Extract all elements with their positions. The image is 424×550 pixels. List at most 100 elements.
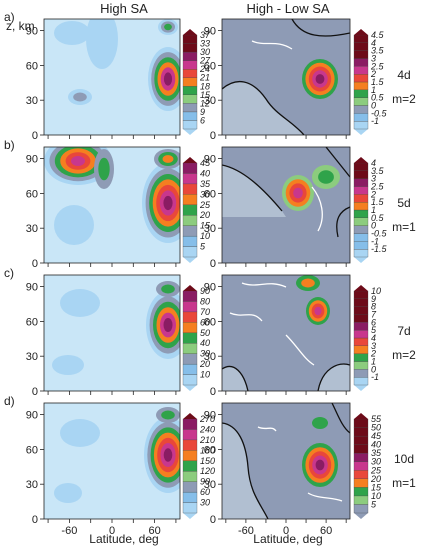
contour-fill bbox=[54, 483, 82, 503]
period-label: 4d bbox=[397, 68, 410, 82]
colorbar-tick-label: 45 bbox=[200, 158, 211, 168]
colorbar-extend-high bbox=[183, 285, 197, 291]
colorbar-swatch bbox=[353, 162, 369, 171]
colorbar-swatch bbox=[353, 249, 369, 258]
period-label: 5d bbox=[397, 196, 410, 210]
white-contour-line bbox=[229, 312, 263, 322]
colorbar-tick-label: 0.5 bbox=[371, 213, 385, 223]
colorbar-tick-label: 27 bbox=[199, 56, 211, 66]
colorbar-tick-label: -1 bbox=[371, 236, 379, 246]
y-tick-label: 30 bbox=[26, 351, 38, 363]
zero-contour-line bbox=[222, 80, 305, 135]
colorbar-tick-label: 60 bbox=[200, 487, 210, 497]
colorbar-extend-high bbox=[354, 157, 368, 163]
colorbar-tick-label: 0 bbox=[371, 101, 376, 111]
colorbar-swatch bbox=[182, 460, 198, 472]
colorbar-swatch bbox=[353, 81, 369, 90]
colorbar-swatch bbox=[353, 487, 369, 497]
colorbar-extend-low bbox=[354, 129, 368, 135]
colorbar-tick-label: 4 bbox=[371, 158, 376, 168]
colorbar-tick-label: 30 bbox=[371, 457, 381, 467]
colorbar-swatch bbox=[182, 481, 198, 493]
zero-contour-line bbox=[336, 206, 350, 238]
colorbar-tick-label: -1 bbox=[371, 372, 379, 382]
colorbar: -1-0.500.511.522.533.544.5 bbox=[353, 29, 388, 135]
colorbar-tick-label: 240 bbox=[199, 424, 215, 434]
panel-b: b)0306090510152025303540450306090-1.5-1-… bbox=[4, 138, 416, 270]
left-contours bbox=[54, 407, 180, 503]
colorbar-tick-label: -0.5 bbox=[371, 108, 388, 118]
y-tick-label: 90 bbox=[26, 410, 38, 422]
colorbar-tick-label: 8 bbox=[371, 302, 376, 312]
colorbar-swatch bbox=[182, 246, 198, 258]
colorbar-swatch bbox=[353, 34, 369, 43]
y-tick-label: 60 bbox=[26, 60, 38, 72]
colorbar-tick-label: 40 bbox=[371, 440, 381, 450]
colorbar-swatch bbox=[353, 306, 369, 315]
colorbar-swatch bbox=[182, 86, 198, 95]
colorbar-tick-label: -0.5 bbox=[371, 229, 388, 239]
colorbar-tick-label: 15 bbox=[200, 90, 211, 100]
panel-letter: a) bbox=[4, 10, 15, 24]
colorbar-swatch bbox=[182, 374, 198, 386]
colorbar-tick-label: 270 bbox=[199, 414, 215, 424]
y-tick-label: 60 bbox=[26, 188, 38, 200]
zero-contour-line bbox=[331, 403, 350, 434]
colorbar-tick-label: 2.5 bbox=[370, 182, 385, 192]
colorbar-extend-low bbox=[354, 513, 368, 519]
contour-lines bbox=[222, 147, 350, 238]
left-contours bbox=[44, 147, 180, 245]
colorbar-tick-label: 1.5 bbox=[371, 77, 385, 87]
colorbar-swatch bbox=[353, 478, 369, 488]
colorbar-tick-label: 2 bbox=[370, 189, 376, 199]
colorbar-swatch bbox=[353, 330, 369, 339]
left-heatmap: 0 30 60 90 bbox=[26, 18, 181, 142]
colorbar-tick-label: 25 bbox=[199, 200, 211, 210]
colorbar-extend-high bbox=[354, 285, 368, 291]
y-tick-label: 90 bbox=[204, 410, 216, 422]
contour-fill bbox=[312, 417, 328, 429]
colorbar-tick-label: 30 bbox=[200, 349, 210, 359]
colorbar-tick-label: 33 bbox=[200, 39, 210, 49]
contour-lines bbox=[222, 403, 350, 519]
right-column-title: High - Low SA bbox=[246, 1, 329, 16]
colorbar-extend-low bbox=[183, 257, 197, 263]
shaded-region bbox=[222, 81, 304, 135]
colorbar-swatch bbox=[353, 58, 369, 67]
colorbar-tick-label: 9 bbox=[371, 294, 376, 304]
colorbar-tick-label: 10 bbox=[200, 370, 210, 380]
colorbar-tick-label: -1.5 bbox=[371, 244, 388, 254]
colorbar-swatch bbox=[182, 363, 198, 375]
y-tick-label: 90 bbox=[204, 282, 216, 294]
colorbar-tick-label: 4 bbox=[371, 38, 376, 48]
panel-a: a)0306090691215182124273033370306090-1-0… bbox=[4, 10, 416, 142]
left-contours bbox=[54, 19, 180, 111]
y-tick-label: 30 bbox=[204, 479, 216, 491]
right-heatmap: 0 30 60 90 bbox=[204, 402, 351, 526]
colorbar-tick-label: 4.5 bbox=[371, 30, 385, 40]
contour-fill bbox=[301, 278, 315, 288]
colorbar-tick-label: 7 bbox=[371, 310, 377, 320]
colorbar-tick-label: 9 bbox=[200, 107, 205, 117]
colorbar-swatch bbox=[353, 121, 369, 130]
colorbar-swatch bbox=[353, 345, 369, 354]
contour-lines bbox=[222, 282, 350, 391]
colorbar-swatch bbox=[182, 194, 198, 205]
colorbar-tick-label: 2.5 bbox=[370, 61, 385, 71]
mode-label: m=2 bbox=[392, 348, 416, 362]
colorbar-tick-label: 1 bbox=[371, 205, 376, 215]
colorbar-extend-high bbox=[183, 157, 197, 163]
colorbar-tick-label: 25 bbox=[370, 465, 382, 475]
colorbar-tick-label: 50 bbox=[200, 328, 210, 338]
colorbar-swatch bbox=[353, 42, 369, 51]
colorbar-swatch bbox=[353, 314, 369, 323]
colorbar-swatch bbox=[182, 173, 198, 185]
colorbar-tick-label: 3 bbox=[371, 341, 376, 351]
colorbar-tick-label: 0 bbox=[371, 221, 376, 231]
colorbar-swatch bbox=[182, 103, 198, 113]
colorbar-tick-label: 3.5 bbox=[371, 166, 385, 176]
colorbar-tick-label: 15 bbox=[200, 221, 211, 231]
colorbar-extend-low bbox=[183, 129, 197, 135]
colorbar-swatch bbox=[353, 113, 369, 122]
